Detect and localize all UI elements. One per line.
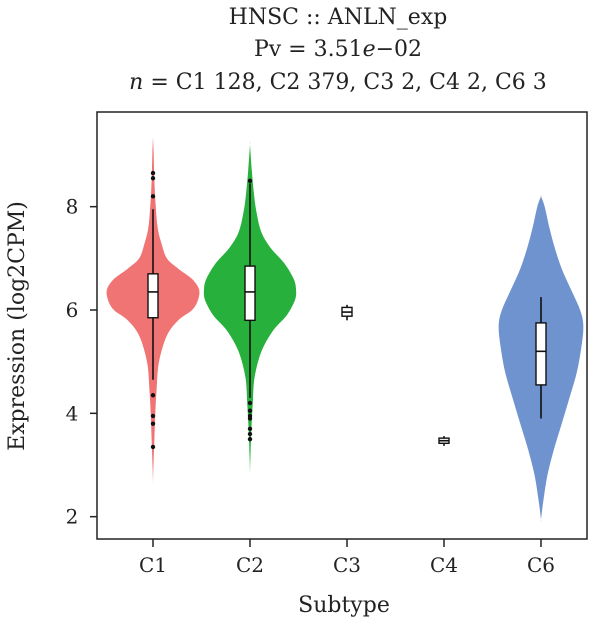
outlier-point xyxy=(247,431,253,437)
y-tick-label: 8 xyxy=(66,195,79,219)
x-axis: C1 C2 C3 C4 C6 xyxy=(139,539,555,577)
outlier-point xyxy=(150,176,156,181)
y-axis: 2 4 6 8 xyxy=(66,195,97,529)
plot-frame xyxy=(96,111,588,540)
x-tick-label: C6 xyxy=(527,553,555,577)
pvalue-prefix: Pv = 3.51 xyxy=(254,37,363,62)
chart-title-pvalue: Pv = 3.51e−02 xyxy=(254,37,422,62)
counts-n: n xyxy=(129,70,143,95)
outlier-point xyxy=(247,400,253,406)
y-tick-label: 2 xyxy=(66,505,79,529)
outlier-point xyxy=(150,194,156,199)
y-axis-label: Expression (log2CPM) xyxy=(5,201,30,451)
pvalue-suffix: −02 xyxy=(376,37,422,62)
x-tick-label: C1 xyxy=(139,553,167,577)
counts-rest: = C1 128, C2 379, C3 2, C4 2, C6 3 xyxy=(143,70,546,95)
box-c6 xyxy=(535,322,547,386)
outlier-point xyxy=(150,413,156,419)
chart-title-counts: n = C1 128, C2 379, C3 2, C4 2, C6 3 xyxy=(129,70,547,95)
outlier-point xyxy=(247,178,253,184)
x-tick-label: C2 xyxy=(236,553,264,577)
outlier-point xyxy=(247,436,253,442)
chart-title-line1: HNSC :: ANLN_exp xyxy=(229,5,448,30)
x-tick-label: C3 xyxy=(333,553,361,577)
boxes-layer xyxy=(147,170,547,450)
y-tick-label: 6 xyxy=(66,298,79,322)
x-tick-label: C4 xyxy=(430,553,458,577)
outlier-point xyxy=(150,170,156,176)
outlier-point xyxy=(150,421,156,426)
outlier-point xyxy=(247,408,253,413)
outlier-point xyxy=(247,426,253,432)
outlier-point xyxy=(150,444,156,450)
y-tick-label: 4 xyxy=(66,401,79,425)
outlier-point xyxy=(150,393,156,398)
outlier-point xyxy=(247,416,253,421)
x-axis-label: Subtype xyxy=(298,593,390,618)
box-c2 xyxy=(244,265,256,322)
pvalue-e: e xyxy=(363,37,376,62)
box-c1 xyxy=(147,273,159,319)
violins-layer xyxy=(106,134,584,522)
